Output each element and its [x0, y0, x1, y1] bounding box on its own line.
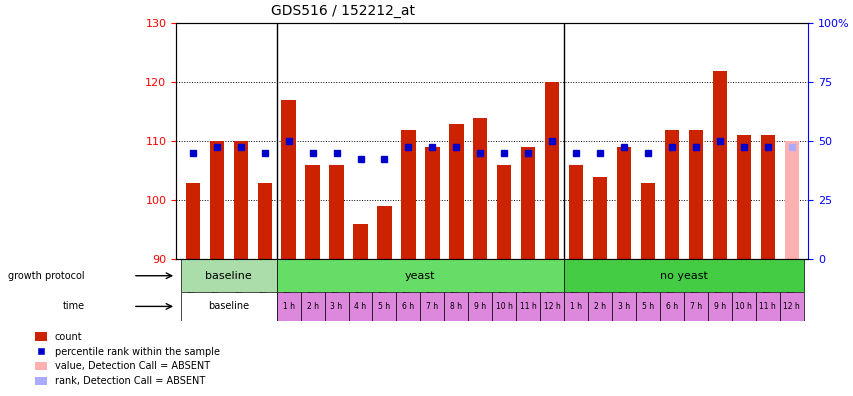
Bar — [640, 183, 654, 259]
FancyBboxPatch shape — [707, 292, 731, 320]
Text: 3 h: 3 h — [330, 302, 342, 311]
Bar — [784, 141, 798, 259]
FancyBboxPatch shape — [396, 292, 420, 320]
Bar — [568, 165, 583, 259]
FancyBboxPatch shape — [276, 259, 564, 292]
Bar — [425, 147, 439, 259]
Text: 11 h: 11 h — [758, 302, 775, 311]
Bar — [760, 135, 774, 259]
FancyBboxPatch shape — [683, 292, 707, 320]
Bar — [401, 129, 415, 259]
FancyBboxPatch shape — [659, 292, 683, 320]
Text: 11 h: 11 h — [519, 302, 536, 311]
FancyBboxPatch shape — [564, 259, 803, 292]
FancyBboxPatch shape — [635, 292, 659, 320]
Bar — [305, 165, 319, 259]
Bar — [353, 224, 368, 259]
FancyBboxPatch shape — [588, 292, 612, 320]
Bar — [281, 100, 295, 259]
FancyBboxPatch shape — [779, 292, 803, 320]
Text: GDS516 / 152212_at: GDS516 / 152212_at — [270, 4, 415, 18]
FancyBboxPatch shape — [491, 292, 515, 320]
Text: 6 h: 6 h — [402, 302, 414, 311]
FancyBboxPatch shape — [420, 292, 444, 320]
Bar — [544, 82, 559, 259]
FancyBboxPatch shape — [300, 292, 324, 320]
Text: 4 h: 4 h — [354, 302, 366, 311]
Text: time: time — [63, 301, 85, 311]
Bar — [664, 129, 678, 259]
FancyBboxPatch shape — [755, 292, 779, 320]
FancyBboxPatch shape — [181, 292, 276, 320]
FancyBboxPatch shape — [324, 292, 348, 320]
Legend: count, percentile rank within the sample, value, Detection Call = ABSENT, rank, : count, percentile rank within the sample… — [31, 327, 224, 391]
Bar — [377, 206, 392, 259]
Text: 10 h: 10 h — [734, 302, 751, 311]
Bar — [473, 118, 487, 259]
FancyBboxPatch shape — [612, 292, 635, 320]
FancyBboxPatch shape — [276, 292, 300, 320]
FancyBboxPatch shape — [731, 292, 755, 320]
Text: 9 h: 9 h — [473, 302, 486, 311]
Bar — [496, 165, 511, 259]
Text: 6 h: 6 h — [665, 302, 677, 311]
FancyBboxPatch shape — [181, 259, 276, 292]
FancyBboxPatch shape — [372, 292, 396, 320]
FancyBboxPatch shape — [515, 292, 540, 320]
Text: 12 h: 12 h — [782, 302, 799, 311]
Bar — [329, 165, 344, 259]
Text: 1 h: 1 h — [282, 302, 294, 311]
FancyBboxPatch shape — [540, 292, 564, 320]
FancyBboxPatch shape — [444, 292, 467, 320]
Bar — [185, 183, 200, 259]
Text: 8 h: 8 h — [450, 302, 461, 311]
Bar — [712, 70, 726, 259]
Bar — [520, 147, 535, 259]
Text: 12 h: 12 h — [543, 302, 560, 311]
Text: no yeast: no yeast — [659, 271, 707, 281]
Text: 2 h: 2 h — [594, 302, 606, 311]
Text: 7 h: 7 h — [426, 302, 438, 311]
Bar — [616, 147, 630, 259]
Bar — [449, 124, 463, 259]
Text: 9 h: 9 h — [713, 302, 725, 311]
Text: 7 h: 7 h — [689, 302, 701, 311]
Bar — [688, 129, 702, 259]
FancyBboxPatch shape — [348, 292, 372, 320]
Text: growth protocol: growth protocol — [9, 271, 85, 281]
Bar — [209, 141, 223, 259]
Text: yeast: yeast — [404, 271, 435, 281]
Text: 2 h: 2 h — [306, 302, 318, 311]
Bar — [736, 135, 750, 259]
Text: 5 h: 5 h — [641, 302, 653, 311]
FancyBboxPatch shape — [564, 292, 588, 320]
FancyBboxPatch shape — [467, 292, 491, 320]
Bar — [592, 177, 606, 259]
Bar — [233, 141, 247, 259]
Text: 3 h: 3 h — [618, 302, 630, 311]
Text: 1 h: 1 h — [570, 302, 582, 311]
Bar — [258, 183, 271, 259]
Text: baseline: baseline — [205, 271, 252, 281]
Text: baseline: baseline — [208, 301, 249, 311]
Text: 5 h: 5 h — [378, 302, 390, 311]
Text: 10 h: 10 h — [496, 302, 512, 311]
